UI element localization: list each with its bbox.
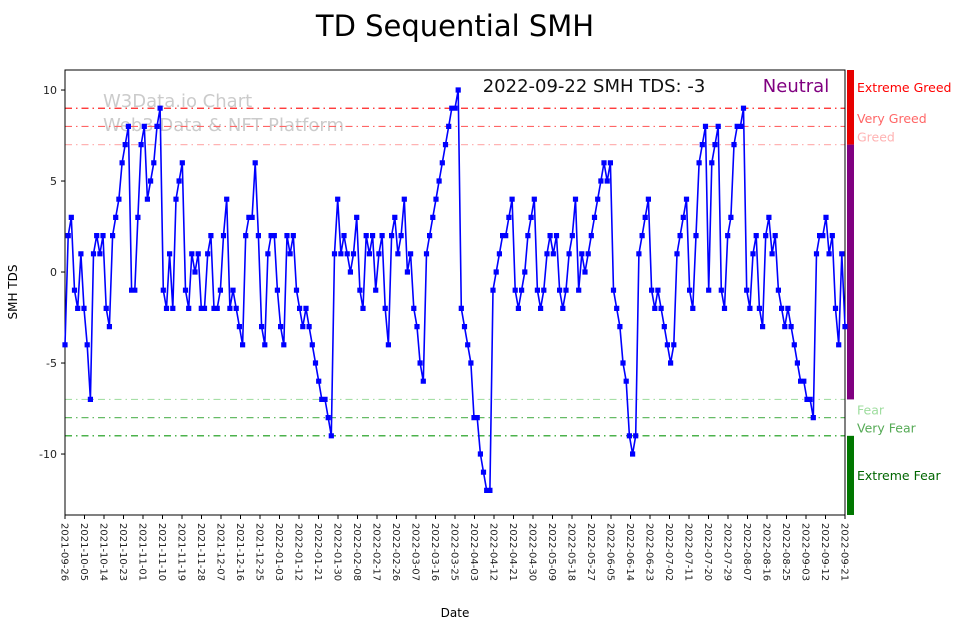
x-tick-label: 2022-03-25: [449, 523, 460, 581]
x-tick-label: 2022-07-11: [683, 523, 694, 581]
x-tick-label: 2022-04-03: [468, 523, 479, 581]
y-axis-label: SMH TDS: [6, 265, 20, 320]
x-tick-label: 2022-06-23: [644, 523, 655, 581]
y-tick-label: 0: [50, 266, 57, 279]
status-text: Neutral: [763, 76, 829, 97]
x-tick-label: 2021-12-07: [215, 523, 226, 581]
x-tick-label: 2022-07-20: [702, 523, 713, 581]
zone-label: Extreme Greed: [857, 80, 951, 95]
neutral-zone: [847, 144, 854, 400]
greed-zone: [847, 70, 854, 145]
annotation-text: 2022-09-22 SMH TDS: -3: [483, 76, 706, 97]
data-series-line: [64, 89, 846, 492]
x-tick-label: 2022-09-12: [819, 523, 830, 581]
zone-label: Fear: [857, 402, 885, 417]
zone-label: Very Greed: [857, 111, 927, 126]
y-tick-label: -10: [39, 448, 57, 461]
x-tick-label: 2022-05-09: [546, 523, 557, 581]
x-tick-label: 2022-02-08: [351, 523, 362, 581]
x-tick-label: 2021-10-05: [78, 523, 89, 581]
x-tick-label: 2022-06-14: [624, 523, 635, 581]
fear-zone: [847, 435, 854, 515]
y-tick-label: -5: [46, 357, 57, 370]
y-tick-label: 10: [43, 84, 57, 97]
x-tick-label: 2021-11-10: [156, 523, 167, 581]
x-tick-label: 2021-10-23: [117, 523, 128, 581]
x-tick-label: 2021-11-28: [195, 523, 206, 581]
axes-frame: [64, 69, 846, 516]
x-tick-label: 2022-03-07: [410, 523, 421, 581]
x-tick-label: 2022-01-12: [293, 523, 304, 581]
x-tick-label: 2022-07-02: [663, 523, 674, 581]
plot-area: 10 5 0 -5 -10 2021-09-26 2021-10-05 2021-10-14 2…: [39, 69, 951, 581]
x-tick-label: 2022-03-16: [429, 523, 440, 581]
data-series-markers: [62, 87, 848, 494]
x-tick-label: 2022-06-05: [605, 523, 616, 581]
x-tick-label: 2022-09-03: [800, 523, 811, 581]
x-tick-label: 2022-02-17: [371, 523, 382, 581]
x-tick-label: 2021-11-19: [176, 523, 187, 581]
x-tick-label: 2022-05-18: [566, 523, 577, 581]
x-tick-label: 2022-01-30: [332, 523, 343, 581]
x-tick-label: 2022-09-21: [839, 523, 850, 581]
x-tick-label: 2022-05-27: [585, 523, 596, 581]
x-tick-label: 2022-04-30: [527, 523, 538, 581]
x-tick-label: 2022-04-12: [488, 523, 499, 581]
y-tick-label: 5: [50, 175, 57, 188]
x-tick-label: 2022-08-16: [761, 523, 772, 581]
x-tick-label: 2022-01-21: [312, 523, 323, 581]
zone-label: Extreme Fear: [857, 468, 941, 483]
x-tick-label: 2022-08-07: [741, 523, 752, 581]
x-tick-label: 2021-11-01: [137, 523, 148, 581]
x-tick-label: 2022-08-25: [780, 523, 791, 581]
chart-title: TD Sequential SMH: [315, 9, 594, 43]
x-tick-label: 2021-10-14: [98, 523, 109, 581]
x-tick-label: 2022-07-29: [722, 523, 733, 581]
x-tick-label: 2022-02-26: [390, 523, 401, 581]
x-tick-label: 2022-04-21: [507, 523, 518, 581]
x-tick-label: 2021-12-16: [234, 523, 245, 581]
x-tick-label: 2021-12-25: [254, 523, 265, 581]
watermark-line1: W3Data.io Chart: [103, 91, 252, 112]
x-tick-label: 2022-01-03: [273, 523, 284, 581]
x-axis-label: Date: [441, 606, 470, 620]
x-tick-label: 2021-09-26: [59, 523, 70, 581]
watermark-line2: Web3 Data & NFT Platform: [103, 115, 344, 136]
zone-label: Very Fear: [857, 421, 917, 436]
zone-label: Greed: [857, 129, 895, 144]
